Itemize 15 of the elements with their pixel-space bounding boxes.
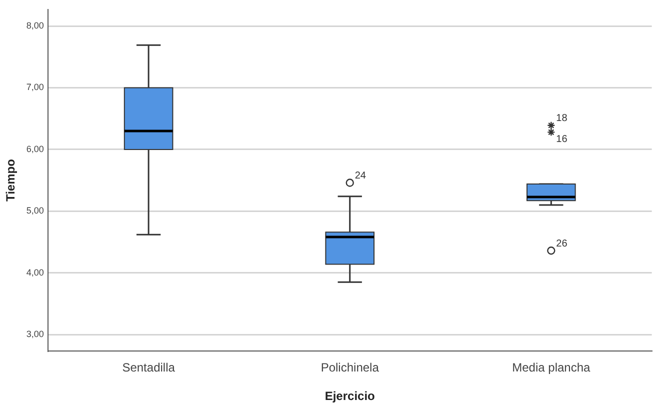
x-tick-label: Polichinela	[320, 360, 380, 375]
y-tick-label: 8,00	[26, 20, 44, 31]
annotation: 24	[354, 170, 366, 182]
x-tick-label: Media plancha	[512, 360, 590, 375]
y-axis-title: Tiempo	[4, 159, 18, 202]
y-tick-label: 6,00	[26, 144, 44, 154]
y-tick-label: 4,00	[26, 267, 44, 278]
x-tick-label: Sentadilla	[122, 360, 176, 375]
x-axis-title: Ejercicio	[324, 389, 375, 404]
annotation: 18	[556, 113, 568, 124]
y-tick-label: 5,00	[26, 206, 44, 216]
annotation: 16	[556, 134, 568, 145]
annotation: 26	[556, 238, 568, 250]
y-tick-label: 3,00	[26, 329, 44, 340]
y-tick-label: 7,00	[26, 82, 44, 92]
